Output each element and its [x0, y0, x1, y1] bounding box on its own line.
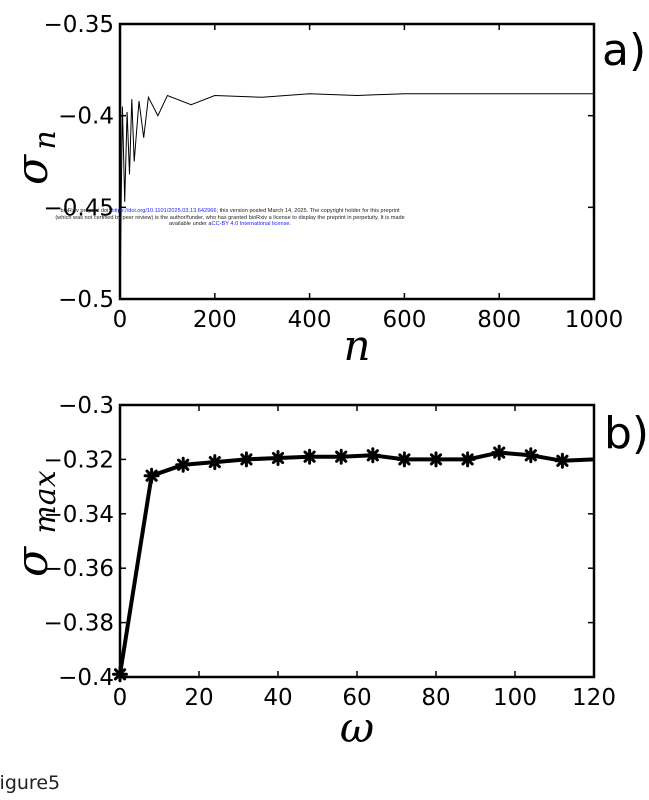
panel-a-x-tick-label: 0 — [113, 307, 128, 333]
panel-a-y-tick-label: −0.45 — [44, 195, 114, 221]
panel-b-y-tick-label: −0.36 — [44, 556, 114, 582]
panel-a-y-label-base: σ — [7, 153, 58, 185]
panel-a-y-axis-label: σ n — [7, 130, 63, 185]
panel-b-data-point — [396, 451, 413, 468]
preprint-notice-text-1: bioRxiv preprint doi: — [60, 208, 112, 214]
panel-b-y-tick-label: −0.4 — [58, 665, 114, 691]
panel-a-x-tick-label: 600 — [382, 307, 426, 333]
panel-a: 0 200 400 600 800 1000 −0.35 −0.4 −0.45 −0.5 n σ… — [7, 12, 646, 370]
panel-a-label: a) — [602, 25, 646, 76]
panel-b-plot-area — [118, 403, 596, 679]
panel-b-x-tick-label: 60 — [342, 685, 371, 711]
panel-b: 0 20 40 60 80 100 120 −0.3 −0.32 −0.34 −0.36 −0.38… — [7, 393, 649, 752]
panel-a-series-line — [119, 93, 594, 300]
panel-b-x-tick-label: 20 — [184, 685, 213, 711]
panel-b-series-line — [118, 450, 595, 675]
panel-b-x-axis-label: ω — [340, 703, 374, 752]
panel-b-y-label-base: σ — [7, 545, 58, 577]
panel-b-y-tick-label: −0.32 — [44, 447, 114, 473]
panel-a-x-tick-label: 200 — [193, 307, 237, 333]
preprint-notice-text-4: . — [289, 221, 292, 228]
panel-b-data-point — [238, 451, 255, 468]
panel-a-x-ticks: 0 200 400 600 800 1000 — [113, 24, 624, 333]
panel-b-data-point — [143, 467, 160, 484]
panel-b-x-tick-label: 120 — [572, 685, 616, 711]
panel-b-data-point — [270, 450, 286, 466]
panel-b-markers — [112, 444, 571, 683]
panel-b-x-tick-label: 100 — [493, 685, 537, 711]
panel-a-x-tick-label: 800 — [477, 307, 521, 333]
panel-b-data-point — [175, 456, 192, 473]
figure-label: Figure5 — [0, 772, 61, 794]
panel-b-x-tick-label: 80 — [421, 685, 450, 711]
panel-b-data-point — [301, 448, 318, 465]
preprint-notice-text-2: ; this version posted March 14, 2025. Th… — [216, 208, 400, 214]
panel-b-x-tick-label: 0 — [113, 685, 128, 711]
panel-a-y-ticks: −0.35 −0.4 −0.45 −0.5 — [44, 12, 594, 313]
panel-a-x-axis-label: n — [343, 321, 370, 370]
panel-b-data-point — [554, 452, 571, 469]
panel-b-data-point — [522, 447, 539, 464]
panel-b-y-tick-label: −0.38 — [44, 611, 114, 637]
panel-b-label: b) — [604, 408, 649, 459]
panel-a-x-tick-label: 1000 — [565, 307, 624, 333]
panel-b-y-ticks: −0.3 −0.32 −0.34 −0.36 −0.38 −0.4 — [44, 393, 594, 691]
preprint-notice-text-3: available under a — [168, 221, 212, 228]
panel-a-y-tick-label: −0.4 — [58, 104, 114, 130]
license-link[interactable]: CC-BY 4.0 International license — [211, 221, 290, 228]
panel-b-data-point — [112, 666, 128, 683]
panel-b-data-point — [459, 451, 476, 468]
preprint-notice-line-2: (which was not certified by peer review)… — [55, 214, 405, 221]
panel-a-y-tick-label: −0.35 — [44, 12, 114, 38]
preprint-notice: bioRxiv preprint doi: https://doi.org/10… — [20, 208, 440, 228]
panel-a-y-tick-label: −0.5 — [58, 287, 114, 313]
panel-a-y-label-sub: n — [28, 130, 63, 149]
panel-b-x-ticks: 0 20 40 60 80 100 120 — [113, 405, 616, 711]
panel-b-x-tick-label: 40 — [263, 685, 292, 711]
panel-b-data-point — [364, 447, 381, 464]
panel-a-x-tick-label: 400 — [288, 307, 332, 333]
panel-b-data-point — [333, 448, 350, 465]
preprint-notice-line-3: available under aCC-BY 4.0 International… — [20, 221, 440, 228]
panel-b-y-axis-label: σ max — [7, 470, 63, 577]
panel-b-data-point — [206, 454, 223, 471]
panel-b-y-label-sub: max — [28, 470, 63, 533]
panel-b-y-tick-label: −0.3 — [58, 393, 114, 419]
panel-a-plot-area — [118, 22, 596, 301]
panel-b-data-point — [428, 451, 444, 468]
preprint-notice-line-1: bioRxiv preprint doi: https://doi.org/10… — [20, 208, 440, 215]
doi-link[interactable]: https://doi.org/10.1101/2025.03.13.64296… — [111, 208, 217, 214]
panel-b-data-point — [491, 444, 508, 461]
panel-b-y-tick-label: −0.34 — [44, 502, 114, 528]
